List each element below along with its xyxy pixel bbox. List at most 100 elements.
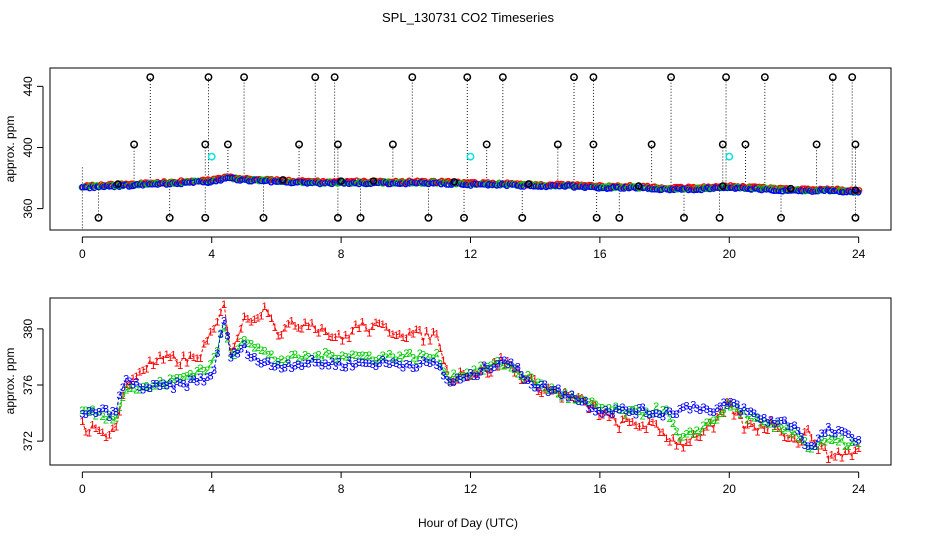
- series-3-marker: 3: [201, 377, 207, 389]
- series-3-marker: 3: [501, 355, 507, 367]
- series-1-marker: 1: [825, 454, 831, 466]
- top-x-tick-label: 0: [79, 247, 86, 261]
- series-1-marker: 1: [727, 398, 733, 410]
- series-2-marker: 2: [633, 403, 639, 415]
- series-1-marker: 1: [285, 319, 291, 331]
- flag-point-high: [146, 73, 155, 82]
- series-1-marker: 1: [214, 317, 220, 329]
- series-3-marker: 3: [845, 429, 851, 441]
- series-2-marker: 2: [295, 353, 301, 365]
- series-1-marker: 1: [116, 407, 122, 419]
- series-3-marker: 3: [758, 414, 764, 426]
- series-1-marker: 1: [582, 396, 588, 408]
- series-1-marker: 1: [775, 423, 781, 435]
- series-3-marker: 3: [332, 361, 338, 373]
- series-1-marker: 1: [812, 438, 818, 450]
- series-3-marker: 3: [842, 427, 848, 439]
- series-1-marker: 1: [278, 329, 284, 341]
- series-3-marker: 3: [815, 433, 821, 445]
- series-3-marker: 3: [771, 418, 777, 430]
- series-2-marker: 2: [255, 342, 261, 354]
- series-2-marker: 2: [650, 409, 656, 421]
- series-1-marker: 1: [137, 366, 143, 378]
- series-3-marker: 3: [116, 390, 122, 402]
- series-1-marker: 1: [147, 355, 153, 367]
- series-2-marker: 2: [842, 441, 848, 453]
- series-1-marker: 1: [400, 332, 406, 344]
- series-1-marker: 1: [758, 420, 764, 432]
- series-1-marker: 1: [808, 432, 814, 444]
- flag-point-high: [408, 73, 417, 82]
- series-1-marker: 1: [741, 424, 747, 436]
- flag-point-near: [634, 182, 643, 190]
- series-2-marker: 2: [410, 353, 416, 365]
- series-2-marker: 2: [100, 411, 106, 423]
- series-1-marker: 1: [356, 323, 362, 335]
- series-1-marker: 1: [599, 409, 605, 421]
- series-3-marker: 3: [120, 382, 126, 394]
- cyan-point: [207, 152, 216, 161]
- series-1-marker: 1: [336, 328, 342, 340]
- series-1-marker: 1: [835, 446, 841, 458]
- series-2-marker: 2: [238, 337, 244, 349]
- series-2-marker: 2: [89, 404, 95, 416]
- flag-point-low: [356, 213, 365, 222]
- bottom-y-axis: 372 376 380: [21, 319, 44, 451]
- series-3-marker: 3: [278, 363, 284, 375]
- series-1-marker: 1: [457, 366, 463, 378]
- series-2-marker: 2: [447, 375, 453, 387]
- series-1-marker: 1: [127, 380, 133, 392]
- series-2-marker: 2: [491, 358, 497, 370]
- series-3-marker: 3: [528, 380, 534, 392]
- series-2-marker: 2: [251, 343, 257, 355]
- series-1-marker: 1: [707, 418, 713, 430]
- series-1-marker: 1: [343, 330, 349, 342]
- series-3-marker: 3: [238, 343, 244, 355]
- series-3-marker: 3: [751, 408, 757, 420]
- series-3-marker: 3: [839, 426, 845, 438]
- flag-point-mid: [130, 140, 139, 149]
- series-1-marker: 1: [262, 301, 268, 313]
- series-1-marker: 1: [390, 329, 396, 341]
- series-2-marker: 2: [451, 368, 457, 380]
- series-2-marker: 2: [380, 350, 386, 362]
- series-2-marker: 2: [154, 381, 160, 393]
- series-3-marker: 3: [579, 397, 585, 409]
- series-3-marker: 3: [181, 378, 187, 390]
- series-3-marker: 3: [791, 420, 797, 432]
- cyan-point: [466, 152, 475, 161]
- series-3-marker: 3: [596, 406, 602, 418]
- flag-point-mid: [851, 140, 860, 149]
- series-2-marker: 2: [812, 441, 818, 453]
- series-1-marker: 1: [444, 363, 450, 375]
- series-1-marker: 1: [100, 427, 106, 439]
- series-1-marker: 1: [248, 317, 254, 329]
- series-3-marker: 3: [542, 379, 548, 391]
- series-2-marker: 2: [791, 426, 797, 438]
- series-2-marker: 2: [113, 412, 119, 424]
- series-2-marker: 2: [562, 388, 568, 400]
- series-1-marker: 1: [609, 410, 615, 422]
- series-2-marker: 2: [737, 409, 743, 421]
- flag-point-high: [240, 73, 249, 82]
- top-x-axis: 0 4 8 12 16 20 24: [79, 236, 866, 261]
- series-3-marker: 3: [228, 352, 234, 364]
- top-x-tick-label: 16: [593, 247, 607, 261]
- series-2-marker: 2: [484, 361, 490, 373]
- series-1-marker: 1: [184, 358, 190, 370]
- series-2-marker: 2: [187, 369, 193, 381]
- series-3-marker: 3: [292, 361, 298, 373]
- series-1-marker: 1: [255, 312, 261, 324]
- series-1-marker: 1: [272, 322, 278, 334]
- series-3-marker: 3: [795, 425, 801, 437]
- flag-point-low: [851, 213, 860, 222]
- series-3-marker: 3: [451, 377, 457, 389]
- series-3-marker: 3: [636, 402, 642, 414]
- series-1-marker: 1: [626, 417, 632, 429]
- series-2-marker: 2: [734, 403, 740, 415]
- series-2-marker: 2: [798, 434, 804, 446]
- series-3-marker: 3: [417, 359, 423, 371]
- series-3-marker: 3: [805, 441, 811, 453]
- series-2-marker: 2: [609, 405, 615, 417]
- series-3-marker: 3: [731, 397, 737, 409]
